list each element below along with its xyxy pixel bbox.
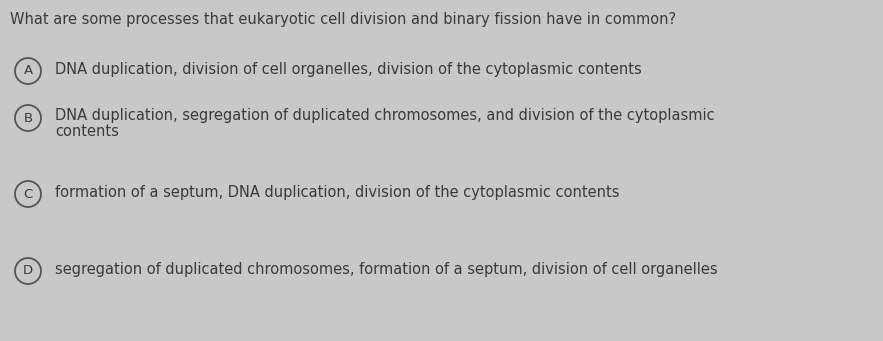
Text: B: B <box>24 112 33 124</box>
Ellipse shape <box>15 181 41 207</box>
Text: D: D <box>23 265 33 278</box>
Text: contents: contents <box>55 124 119 139</box>
Ellipse shape <box>15 105 41 131</box>
Ellipse shape <box>15 258 41 284</box>
Text: A: A <box>24 64 33 77</box>
Text: formation of a septum, DNA duplication, division of the cytoplasmic contents: formation of a septum, DNA duplication, … <box>55 185 620 200</box>
Text: segregation of duplicated chromosomes, formation of a septum, division of cell o: segregation of duplicated chromosomes, f… <box>55 262 718 277</box>
Ellipse shape <box>15 58 41 84</box>
Text: What are some processes that eukaryotic cell division and binary fission have in: What are some processes that eukaryotic … <box>10 12 676 27</box>
Text: DNA duplication, division of cell organelles, division of the cytoplasmic conten: DNA duplication, division of cell organe… <box>55 62 642 77</box>
Text: C: C <box>23 188 33 201</box>
Text: DNA duplication, segregation of duplicated chromosomes, and division of the cyto: DNA duplication, segregation of duplicat… <box>55 108 714 123</box>
